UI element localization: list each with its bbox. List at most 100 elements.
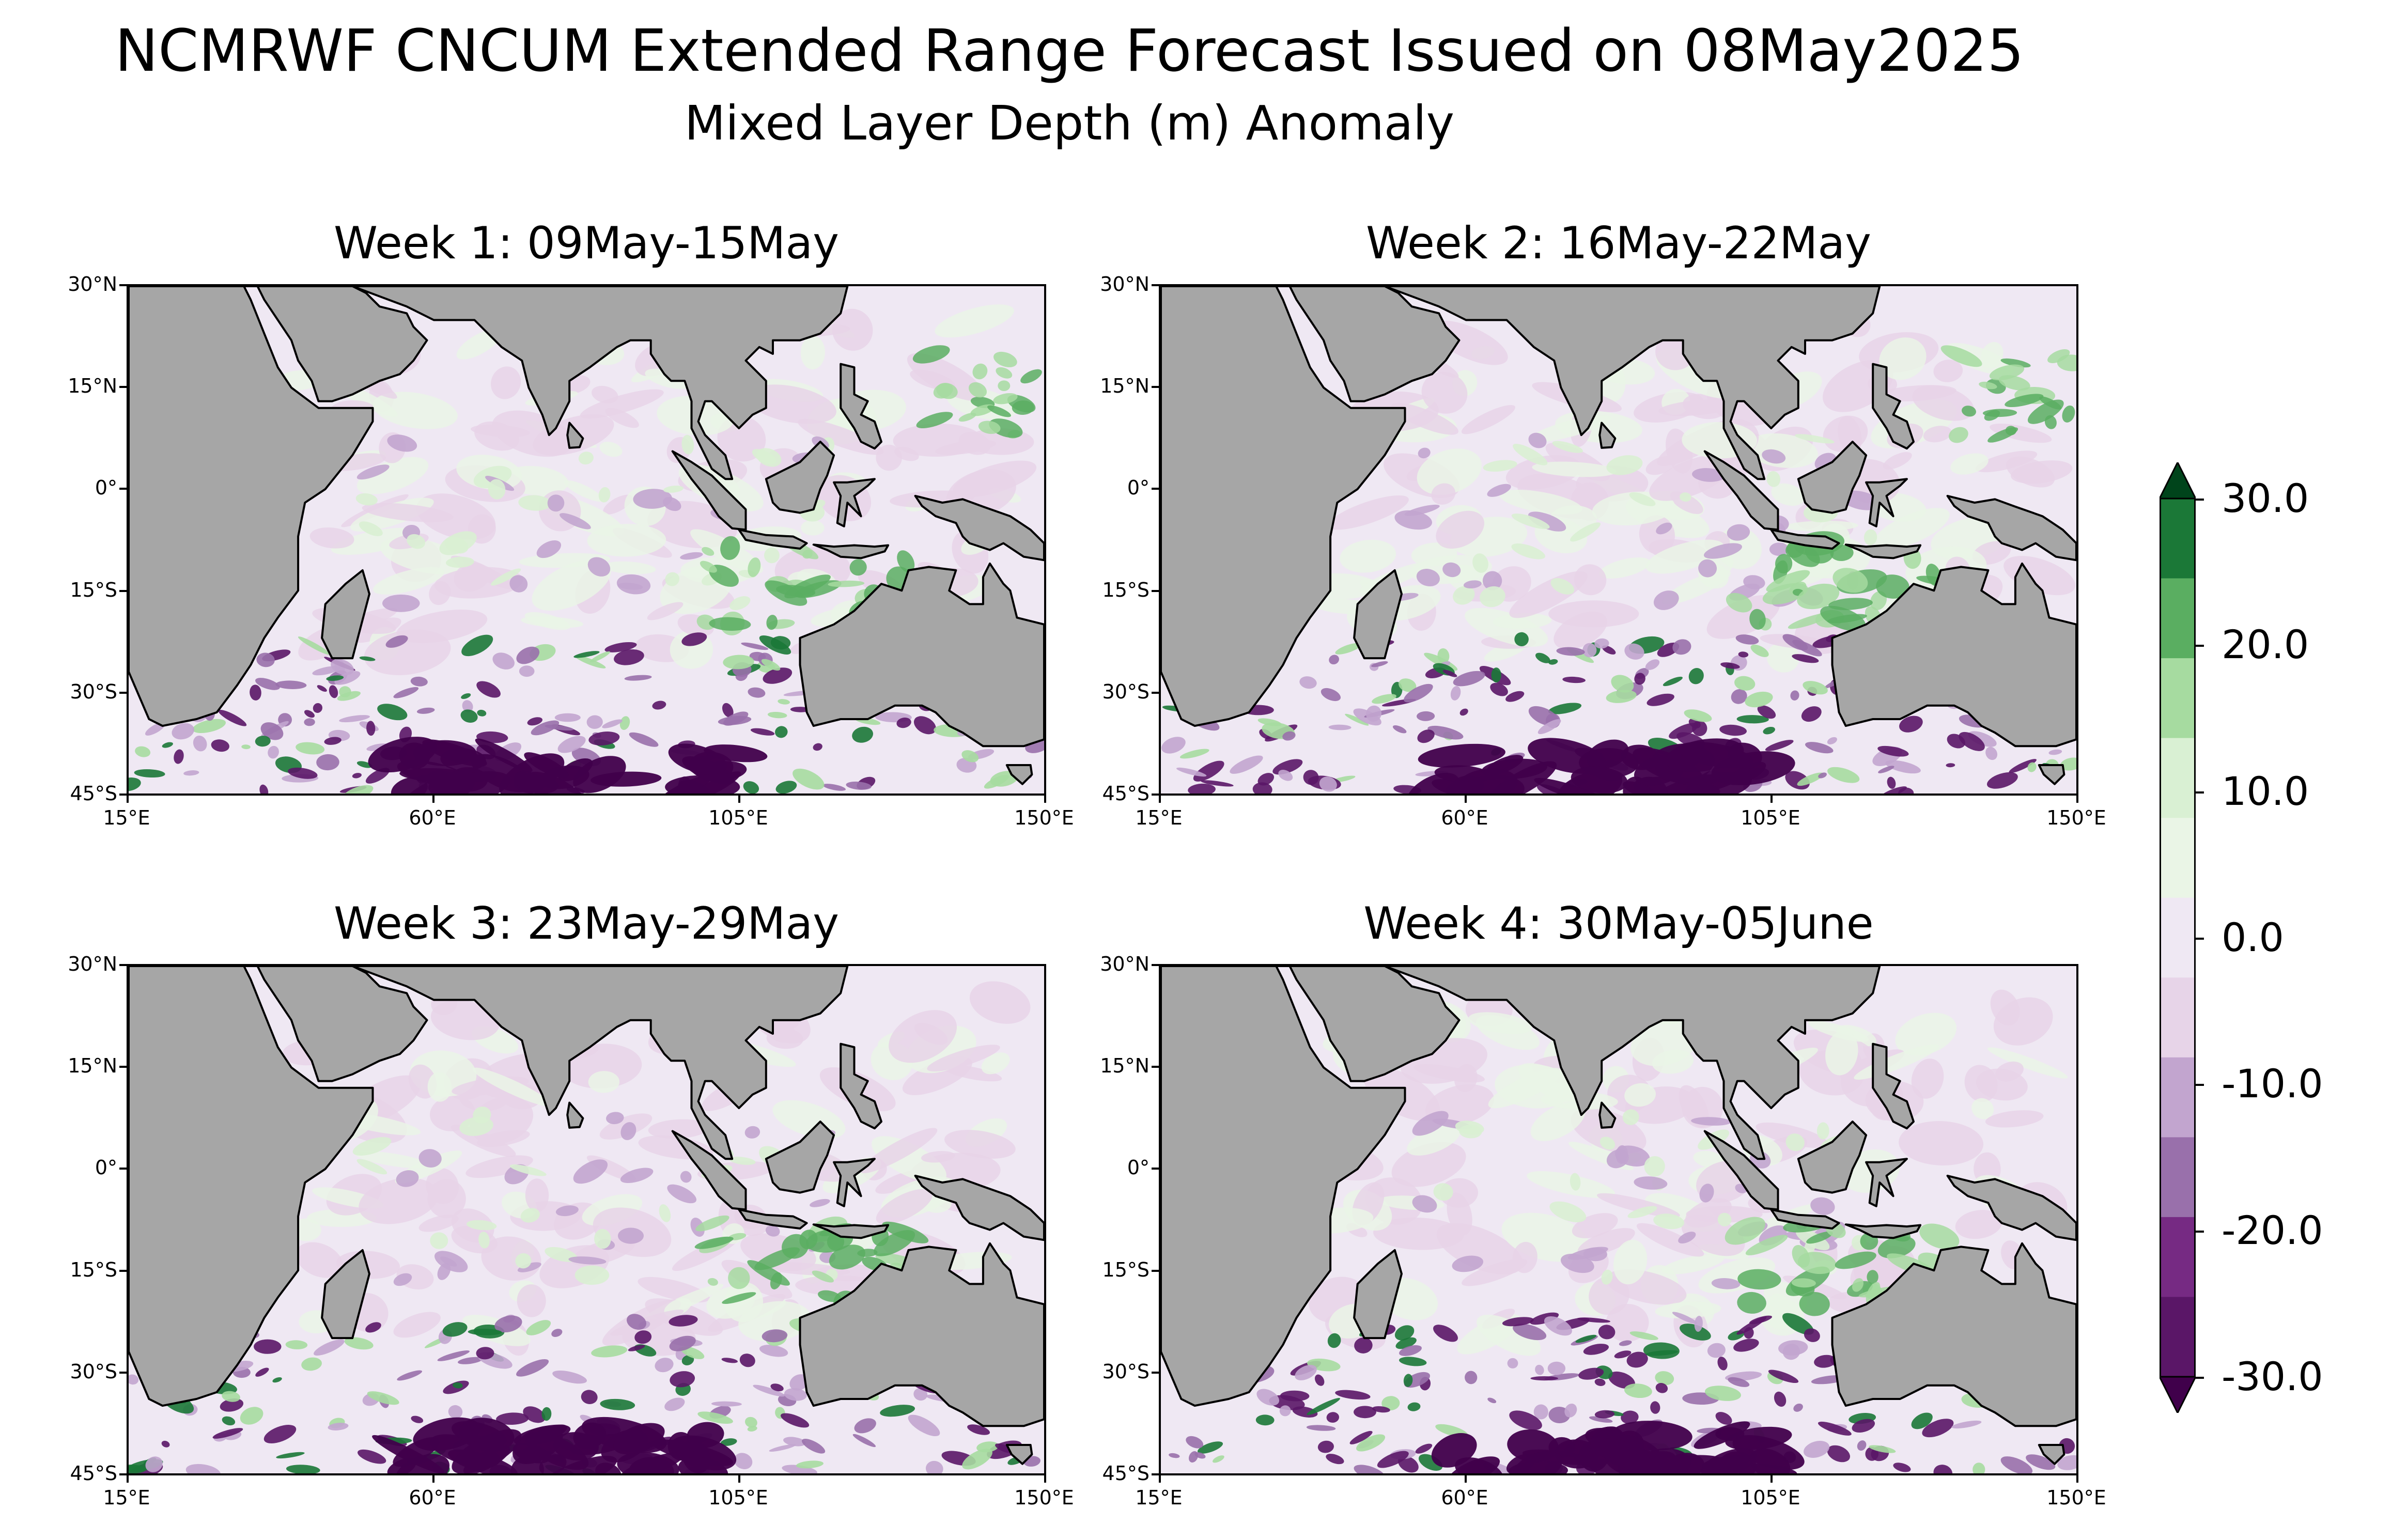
anomaly-blob	[854, 1418, 876, 1434]
anomaly-blob	[1959, 732, 1985, 751]
colorbar-tick-mark	[2196, 1377, 2204, 1379]
anomaly-blob	[356, 1159, 387, 1175]
anomaly-blob	[1790, 690, 1799, 701]
lat-tick-mark	[1152, 284, 1159, 286]
lon-tick-mark	[1770, 796, 1773, 803]
anomaly-blob	[1791, 1278, 1816, 1288]
anomaly-blob	[462, 700, 473, 712]
anomaly-blob	[397, 1370, 423, 1381]
anomaly-blob	[852, 726, 873, 743]
land-australia	[799, 562, 1044, 748]
anomaly-blob	[1771, 483, 1805, 506]
anomaly-blob	[1611, 675, 1634, 693]
land-sumatra	[671, 450, 747, 531]
anomaly-blob	[1315, 1374, 1325, 1386]
anomaly-blob	[680, 1346, 705, 1359]
anomaly-blob	[1511, 514, 1550, 530]
anomaly-blob	[494, 1315, 522, 1333]
anomaly-blob	[1911, 1412, 1933, 1429]
anomaly-blob	[387, 434, 417, 452]
land-africa	[1161, 966, 1406, 1407]
colorbar-tick-mark	[2196, 1230, 2204, 1233]
anomaly-blob	[476, 1347, 494, 1360]
anomaly-blob	[1319, 776, 1337, 792]
anomaly-blob	[1488, 1068, 1562, 1109]
anomaly-blob	[2027, 762, 2037, 772]
land-lesser	[812, 1223, 890, 1239]
lat-tick-mark	[119, 488, 127, 490]
anomaly-blob	[1372, 694, 1396, 704]
anomaly-blob	[1418, 447, 1431, 459]
anomaly-blob	[744, 1126, 760, 1139]
anomaly-blob	[1869, 1445, 1896, 1453]
land-newguinea	[1946, 1174, 2076, 1241]
anomaly-blob	[781, 1413, 810, 1428]
anomaly-blob	[1661, 1254, 1725, 1274]
anomaly-blob	[1431, 483, 1456, 505]
anomaly-blob	[2009, 759, 2037, 773]
lat-tick-label: 0°	[95, 1156, 117, 1179]
anomaly-blob	[1736, 715, 1769, 724]
anomaly-blob	[1570, 522, 1601, 542]
anomaly-blob	[1933, 1465, 1953, 1473]
anomaly-blob	[1627, 1206, 1657, 1219]
land-sulawesi	[833, 478, 876, 527]
lat-tick-label: 45°S	[70, 782, 117, 805]
lon-tick-mark	[432, 796, 434, 803]
anomaly-blob	[307, 1209, 377, 1227]
anomaly-blob	[996, 367, 1013, 379]
anomaly-blob	[600, 1398, 635, 1410]
colorbar-bin	[2160, 738, 2196, 818]
anomaly-blob	[927, 1045, 1000, 1072]
anomaly-blob	[393, 687, 419, 698]
anomaly-blob	[517, 1262, 541, 1272]
lat-tick-mark	[119, 1269, 127, 1272]
anomaly-blob	[1745, 1235, 1788, 1255]
anomaly-blob	[467, 1220, 497, 1231]
anomaly-blob	[1995, 1061, 2024, 1082]
anomaly-blob	[741, 642, 769, 650]
anomaly-blob	[1365, 705, 1382, 722]
anomaly-blob	[477, 709, 487, 717]
anomaly-blob	[255, 678, 280, 690]
anomaly-blob	[748, 687, 766, 698]
anomaly-blob	[778, 699, 790, 705]
colorbar-tick-mark	[2196, 499, 2204, 501]
anomaly-blob	[953, 460, 1037, 497]
lat-tick-label: 45°S	[70, 1462, 117, 1485]
anomaly-blob	[458, 1357, 483, 1364]
anomaly-blob	[525, 1432, 589, 1470]
anomaly-blob	[769, 1444, 796, 1452]
lat-tick-label: 30°S	[1102, 1360, 1150, 1383]
lat-tick-label: 45°S	[1102, 782, 1150, 805]
anomaly-blob	[728, 1267, 750, 1289]
anomaly-blob	[1544, 1316, 1572, 1336]
anomaly-blob	[272, 1377, 282, 1383]
anomaly-blob	[729, 1157, 756, 1165]
anomaly-blob	[260, 722, 284, 740]
anomaly-blob	[1392, 725, 1407, 734]
anomaly-blob	[1326, 1454, 1344, 1465]
anomaly-blob	[652, 701, 666, 710]
anomaly-blob	[568, 1256, 607, 1265]
anomaly-blob	[1922, 1419, 1954, 1438]
anomaly-blob	[356, 457, 429, 494]
anomaly-blob	[430, 1232, 448, 1249]
anomaly-blob	[1461, 405, 1515, 434]
anomaly-blob	[1391, 402, 1458, 435]
anomaly-blob	[1407, 1125, 1461, 1156]
anomaly-blob	[1746, 433, 1818, 468]
anomaly-blob	[1736, 1316, 1767, 1335]
colorbar-frame	[2160, 497, 2196, 1378]
anomaly-blob	[1317, 1440, 1334, 1453]
anomaly-blob	[475, 738, 533, 772]
colorbar-bin	[2160, 897, 2196, 978]
anomaly-blob	[545, 724, 574, 731]
lon-tick-label: 60°E	[409, 806, 456, 829]
anomaly-blob	[1968, 731, 1997, 747]
anomaly-blob	[1433, 1325, 1458, 1342]
anomaly-blob	[1340, 539, 1396, 573]
anomaly-blob	[670, 1371, 695, 1388]
anomaly-blob	[1719, 724, 1747, 736]
anomaly-blob	[761, 659, 781, 671]
